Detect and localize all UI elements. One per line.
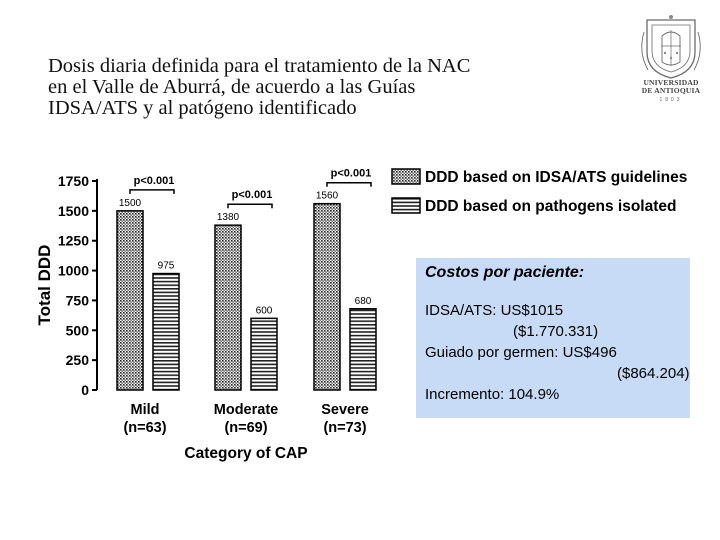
x-category-label: Mild	[131, 402, 160, 418]
x-category-count: (n=73)	[323, 420, 366, 436]
y-tick-label: 750	[66, 292, 90, 308]
slide-title-line: Dosis diaria definida para el tratamient…	[48, 55, 471, 77]
bar-idsa-ats	[313, 202, 341, 391]
bar-data-label: 1560	[316, 191, 339, 202]
bar-data-label: 680	[355, 296, 372, 307]
bar-pathogens	[349, 308, 377, 391]
significance-bracket	[227, 203, 273, 209]
significance-bracket	[129, 189, 175, 194]
x-category-label: Severe	[321, 402, 369, 418]
x-category-count: (n=63)	[123, 420, 166, 436]
bar-data-label: 1500	[119, 198, 142, 209]
y-tick-label: 1500	[58, 203, 89, 219]
y-tick-label: 250	[66, 352, 90, 368]
y-tick-label: 1000	[58, 263, 89, 279]
significance-bracket	[326, 181, 372, 187]
bar-idsa-ats	[214, 224, 242, 391]
bar-pathogens	[250, 317, 278, 391]
cost-summary-box: Costos por paciente: IDSA/ATS: US$1015 (…	[416, 258, 690, 418]
cost-idsa-ats-cop: ($1.770.331)	[513, 323, 599, 340]
slide-title-line: en el Valle de Aburrá, de acuerdo a las …	[48, 76, 416, 98]
x-category-count: (n=69)	[224, 420, 267, 436]
university-seal-icon	[641, 15, 701, 79]
y-tick-label: 0	[81, 382, 89, 398]
bar-data-label: 975	[158, 261, 175, 272]
slide-title-line: IDSA/ATS y al patógeno identificado	[48, 97, 357, 119]
cost-summary-title: Costos por paciente:	[425, 264, 585, 281]
bar-data-label: 1380	[217, 212, 240, 223]
university-name-line: DE ANTIOQUIA	[641, 86, 701, 95]
legend-swatch-idsa-ats	[391, 168, 421, 185]
bar-data-label: 600	[256, 305, 273, 316]
legend-label: DDD based on pathogens isolated	[425, 198, 676, 215]
cost-idsa-ats: IDSA/ATS: US$1015	[425, 302, 564, 319]
significance-label: p<0.001	[232, 189, 273, 201]
y-axis-title: Total DDD	[35, 245, 54, 326]
x-axis-title: Category of CAP	[184, 445, 307, 462]
y-tick-label: 500	[66, 322, 90, 338]
legend-label: DDD based on IDSA/ATS guidelines	[425, 169, 687, 186]
university-year: 1803	[659, 97, 683, 103]
y-tick-label: 1750	[58, 173, 89, 189]
university-name-line: UNIVERSIDAD	[643, 78, 699, 87]
y-tick-label: 1250	[58, 233, 89, 249]
cost-pathogen-guided: Guiado por germen: US$496	[425, 344, 617, 361]
cost-increment: Incremento: 104.9%	[425, 386, 560, 403]
significance-label: p<0.001	[331, 168, 372, 180]
bar-pathogens	[152, 272, 180, 391]
university-name: UNIVERSIDAD DE ANTIOQUIA	[628, 79, 714, 95]
significance-label: p<0.001	[134, 175, 175, 187]
bar-idsa-ats	[116, 210, 144, 391]
legend-swatch-pathogens	[391, 197, 421, 214]
cost-pathogen-guided-cop: ($864.204)	[617, 365, 690, 382]
slide-title: Dosis diaria definida para el tratamient…	[48, 56, 588, 119]
x-category-label: Moderate	[214, 402, 278, 418]
